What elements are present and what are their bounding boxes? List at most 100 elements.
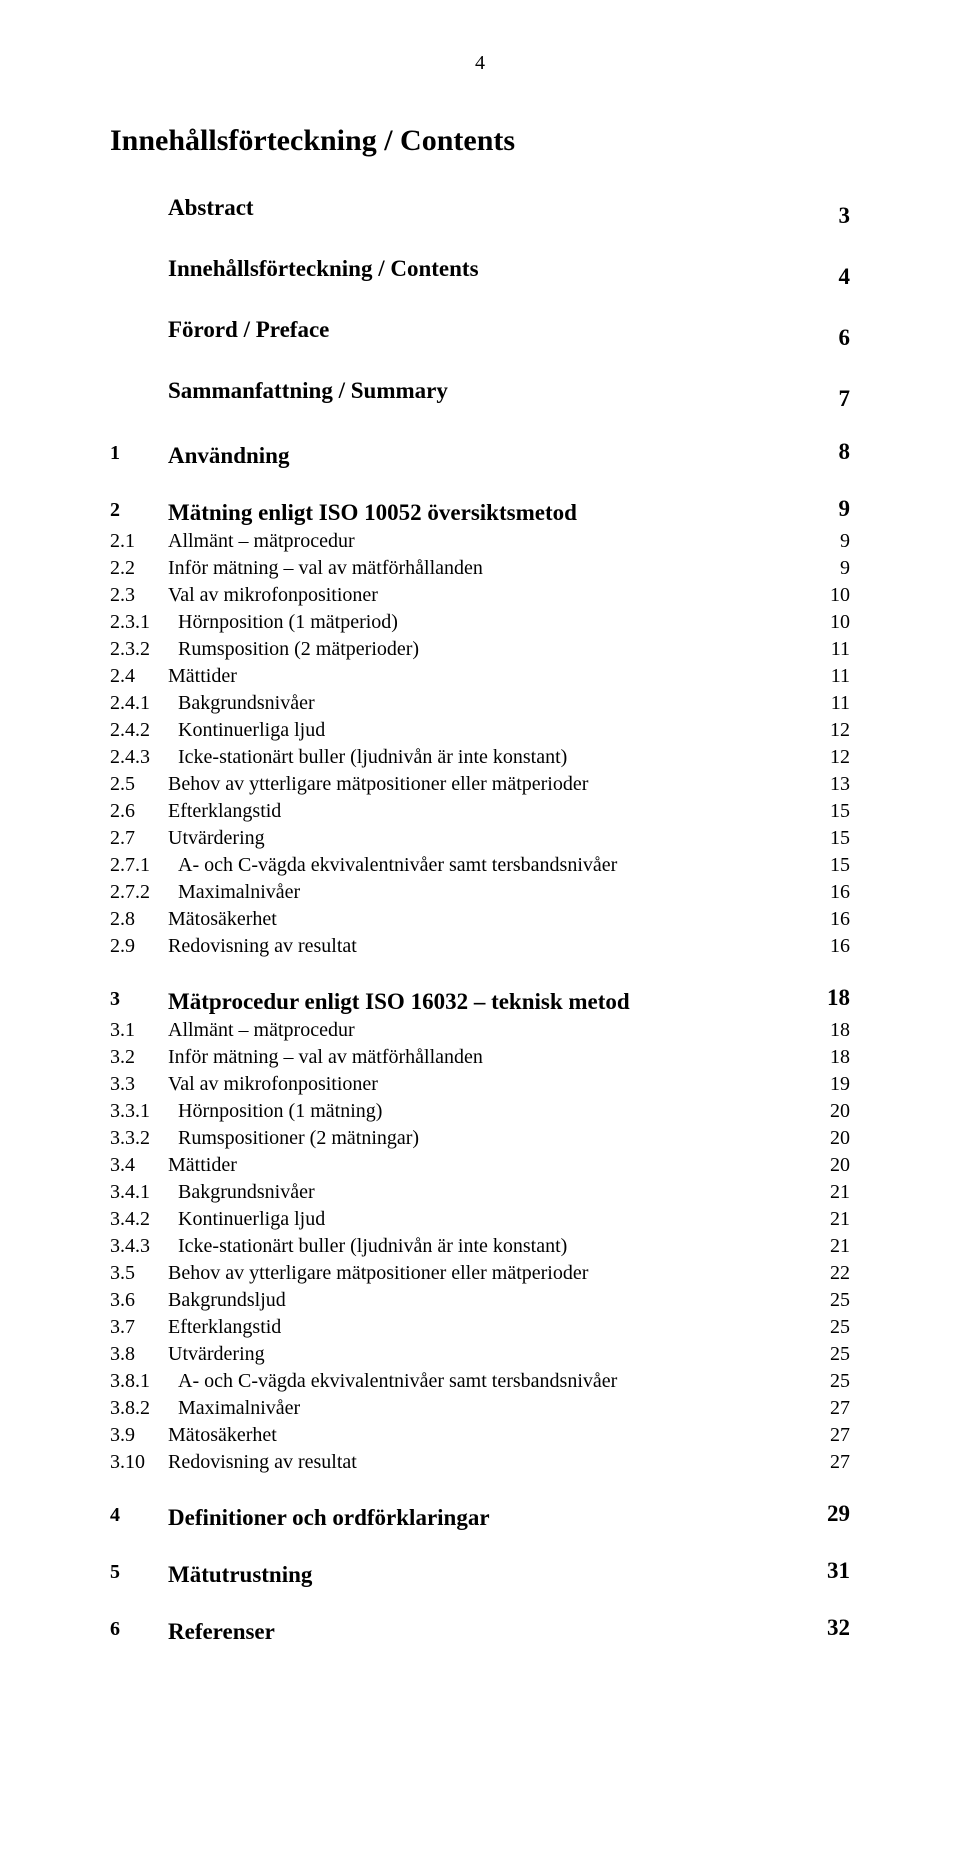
toc-row-left: Förord / Preface <box>110 314 829 345</box>
toc-entry-number: 3.9 <box>110 1422 168 1449</box>
toc-entry-page: 27 <box>820 1422 850 1449</box>
toc-row: 6Referenser32 <box>110 1612 850 1647</box>
toc-entry-label: Redovisning av resultat <box>168 933 820 960</box>
toc-entry-number: 2.9 <box>110 933 168 960</box>
toc-entry-page: 4 <box>829 261 851 292</box>
toc-row-left: 3.8.1A- och C-vägda ekvivalentnivåer sam… <box>110 1368 820 1395</box>
toc-entry-label: Utvärdering <box>168 1341 820 1368</box>
toc-row-left: 2.3.2Rumsposition (2 mätperioder) <box>110 636 821 663</box>
toc-row: 3.8.1A- och C-vägda ekvivalentnivåer sam… <box>110 1368 850 1395</box>
toc-row: 5Mätutrustning31 <box>110 1555 850 1590</box>
toc-row: 1Användning8 <box>110 436 850 471</box>
toc-entry-page: 3 <box>829 200 851 231</box>
toc-row-left: 2.3.1Hörnposition (1 mätperiod) <box>110 609 820 636</box>
toc-entry-label: Rumspositioner (2 mätningar) <box>178 1125 820 1152</box>
toc-row: 2.4.1Bakgrundsnivåer11 <box>110 690 850 717</box>
toc-entry-number: 2.1 <box>110 528 168 555</box>
toc-row-left: 3.3Val av mikrofonpositioner <box>110 1071 820 1098</box>
toc-entry-label: Abstract <box>168 192 829 223</box>
toc-entry-number: 2.4.1 <box>110 690 178 717</box>
toc-row-left: 3.4Mättider <box>110 1152 820 1179</box>
toc-row: 3.8Utvärdering25 <box>110 1341 850 1368</box>
toc-row-left: 2.4Mättider <box>110 663 821 690</box>
toc-entry-number: 2.2 <box>110 555 168 582</box>
toc-row-left: 3.4.2Kontinuerliga ljud <box>110 1206 820 1233</box>
toc-entry-number: 2 <box>110 497 168 528</box>
toc-entry-label: Val av mikrofonpositioner <box>168 582 820 609</box>
toc-entry-page: 7 <box>829 383 851 414</box>
toc-entry-page: 16 <box>820 933 850 960</box>
toc-row: 3.3.1Hörnposition (1 mätning)20 <box>110 1098 850 1125</box>
toc-entry-label: Mättider <box>168 663 821 690</box>
toc-entry-page: 18 <box>820 1044 850 1071</box>
toc-entry-number: 2.3 <box>110 582 168 609</box>
toc-row-left: 2.7.1A- och C-vägda ekvivalentnivåer sam… <box>110 852 820 879</box>
toc-row: 3.6Bakgrundsljud25 <box>110 1287 850 1314</box>
toc-row-left: 3.4.1Bakgrundsnivåer <box>110 1179 820 1206</box>
toc-entry-page: 18 <box>820 1017 850 1044</box>
toc-row: 2.7.1A- och C-vägda ekvivalentnivåer sam… <box>110 852 850 879</box>
toc-entry-number: 3.7 <box>110 1314 168 1341</box>
toc-row: 2Mätning enligt ISO 10052 översiktsmetod… <box>110 493 850 528</box>
toc-entry-page: 19 <box>820 1071 850 1098</box>
toc-entry-label: Hörnposition (1 mätperiod) <box>178 609 820 636</box>
toc-entry-number: 3.1 <box>110 1017 168 1044</box>
toc-row-left: 2.9Redovisning av resultat <box>110 933 820 960</box>
toc-row: 3.10Redovisning av resultat27 <box>110 1449 850 1476</box>
toc-entry-label: Användning <box>168 440 829 471</box>
toc-entry-page: 12 <box>820 717 850 744</box>
toc-row: 2.3Val av mikrofonpositioner10 <box>110 582 850 609</box>
toc-entry-label: Efterklangstid <box>168 798 820 825</box>
toc-entry-number: 3.3.2 <box>110 1125 178 1152</box>
toc-row: 3.4.2Kontinuerliga ljud21 <box>110 1206 850 1233</box>
toc-entry-page: 32 <box>817 1612 850 1643</box>
toc-entry-page: 15 <box>820 798 850 825</box>
toc-entry-label: Sammanfattning / Summary <box>168 375 829 406</box>
toc-entry-label: Hörnposition (1 mätning) <box>178 1098 820 1125</box>
toc-row: 2.4Mättider11 <box>110 663 850 690</box>
toc-entry-page: 18 <box>817 982 850 1013</box>
toc-entry-page: 12 <box>820 744 850 771</box>
toc-row: 3.2Inför mätning – val av mätförhållande… <box>110 1044 850 1071</box>
toc-entry-page: 11 <box>821 636 850 663</box>
toc-entry-page: 21 <box>820 1206 850 1233</box>
toc-entry-number: 3.2 <box>110 1044 168 1071</box>
toc-entry-number: 3.8 <box>110 1341 168 1368</box>
toc-entry-page: 15 <box>820 825 850 852</box>
toc-entry-number: 2.7.2 <box>110 879 178 906</box>
toc-entry-label: Kontinuerliga ljud <box>178 1206 820 1233</box>
toc-row-left: 2.8Mätosäkerhet <box>110 906 820 933</box>
toc-row-left: 3.3.2Rumspositioner (2 mätningar) <box>110 1125 820 1152</box>
toc-entry-label: Maximalnivåer <box>178 1395 820 1422</box>
toc-entry-page: 25 <box>820 1287 850 1314</box>
toc-entry-number: 6 <box>110 1616 168 1647</box>
toc-row-left: 4Definitioner och ordförklaringar <box>110 1502 817 1533</box>
toc-entry-number: 3.4.3 <box>110 1233 178 1260</box>
toc-row-left: 2.5Behov av ytterligare mätpositioner el… <box>110 771 820 798</box>
toc-entry-number: 3.3 <box>110 1071 168 1098</box>
toc-entry-page: 21 <box>820 1233 850 1260</box>
toc-row: Innehållsförteckning / Contents4 <box>110 253 850 292</box>
toc-row-left: 2.1Allmänt – mätprocedur <box>110 528 830 555</box>
toc-entry-number: 2.6 <box>110 798 168 825</box>
toc-entry-page: 25 <box>820 1314 850 1341</box>
toc-entry-page: 9 <box>830 528 850 555</box>
toc-entry-page: 9 <box>830 555 850 582</box>
toc-entry-number: 2.5 <box>110 771 168 798</box>
toc-entry-page: 11 <box>821 663 850 690</box>
toc-entry-page: 13 <box>820 771 850 798</box>
toc-entry-number <box>110 314 168 345</box>
toc-row: 2.5Behov av ytterligare mätpositioner el… <box>110 771 850 798</box>
toc-entry-page: 22 <box>820 1260 850 1287</box>
toc-row-left: 2.4.1Bakgrundsnivåer <box>110 690 821 717</box>
toc-entry-label: Mättider <box>168 1152 820 1179</box>
toc-row-left: 3.1Allmänt – mätprocedur <box>110 1017 820 1044</box>
toc-entry-number: 3.8.2 <box>110 1395 178 1422</box>
toc-row-left: 3Mätprocedur enligt ISO 16032 – teknisk … <box>110 986 817 1017</box>
toc-entry-label: Behov av ytterligare mätpositioner eller… <box>168 771 820 798</box>
toc-row-left: 2.2Inför mätning – val av mätförhållande… <box>110 555 830 582</box>
toc-row: 3.9Mätosäkerhet27 <box>110 1422 850 1449</box>
toc-row: 2.1Allmänt – mätprocedur9 <box>110 528 850 555</box>
toc-entry-page: 25 <box>820 1368 850 1395</box>
toc-entry-number: 2.3.1 <box>110 609 178 636</box>
